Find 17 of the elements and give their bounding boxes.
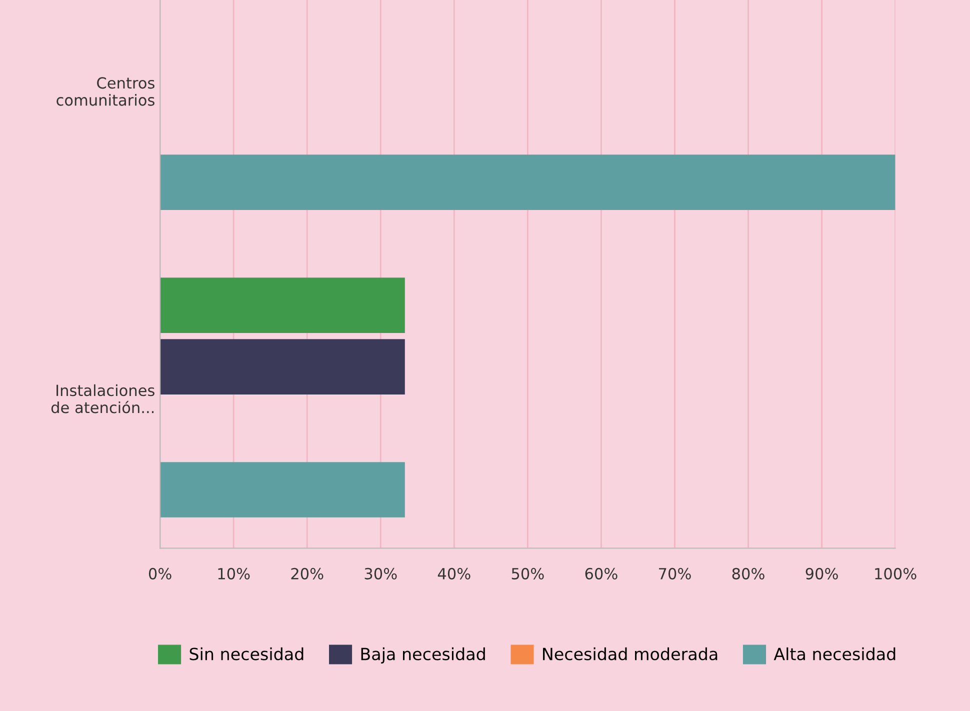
x-tick-label: 60% [585, 568, 618, 580]
x-tick-label: 40% [438, 568, 470, 580]
x-tick-label: 80% [732, 568, 764, 580]
x-tick-label: 50% [512, 568, 544, 580]
x-tick-label: 0% [148, 568, 172, 580]
x-tick-label: 10% [218, 568, 250, 580]
x-tick-label: 90% [806, 568, 838, 580]
legend-label: Alta necesidad [774, 647, 896, 660]
y-tick-label: Instalaciones de atención... [51, 384, 154, 414]
y-tick-label: Centros comunitarios [56, 77, 154, 106]
x-tick-label: 70% [659, 568, 691, 580]
legend-label: Sin necesidad [190, 647, 304, 660]
x-tick-label: 100% [875, 568, 916, 580]
x-tick-label: 20% [291, 568, 324, 580]
x-tick-label: 30% [364, 568, 397, 580]
legend-label: Baja necesidad [361, 647, 485, 664]
legend-label: Necesidad moderada [543, 647, 718, 660]
